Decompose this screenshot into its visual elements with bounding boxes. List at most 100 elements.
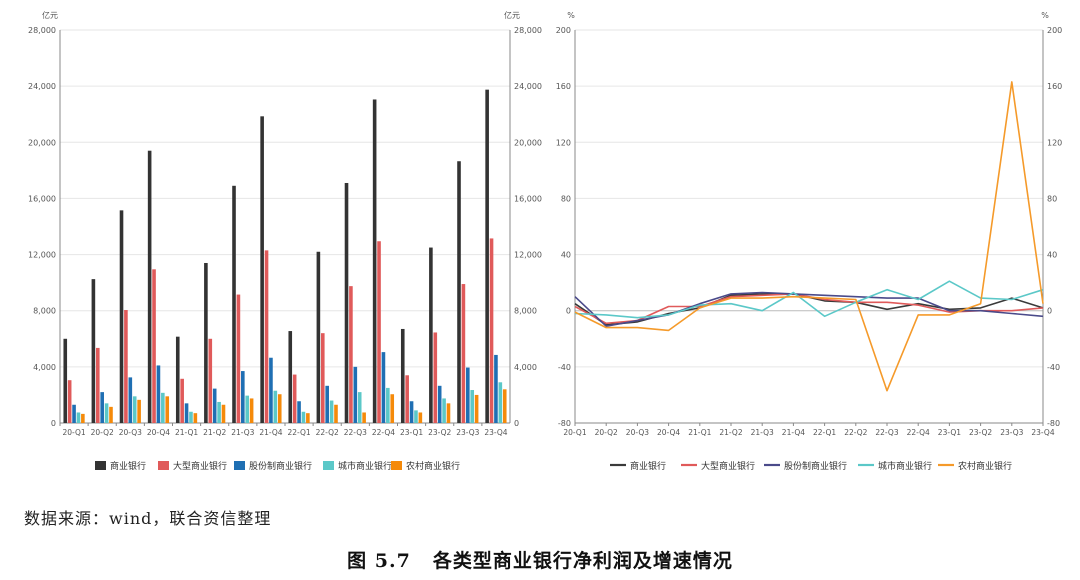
legend-label: 股份制商业银行 [784,460,847,472]
bar-1 [372,99,377,424]
legend-label: 农村商业银行 [958,460,1012,472]
figure-number: 图 5.7 [347,550,411,572]
bar-3 [269,357,273,423]
bar-1 [147,150,152,423]
x-tick-label: 23-Q1 [400,428,423,437]
bar-4 [329,400,334,423]
x-tick-label: 21-Q1 [688,428,711,437]
bar-4 [104,403,109,423]
y-tick-label-right: 24,000 [514,82,542,91]
x-tick-label: 23-Q3 [456,428,479,437]
legend-label: 大型商业银行 [701,460,755,472]
y-tick-label-left: 20,000 [28,138,56,147]
bar-3 [128,377,133,423]
y-tick-label-left: 120 [556,138,571,147]
bar-2 [208,338,213,423]
legend-label: 商业银行 [630,460,666,472]
x-tick-label: 22-Q3 [875,428,898,437]
x-tick-label: 20-Q2 [91,428,114,437]
y-tick-label-left: 160 [556,82,571,91]
bar-5 [109,406,113,423]
x-tick-label: 20-Q3 [119,428,142,437]
bar-2 [264,250,269,423]
bar-2 [124,310,128,423]
y-tick-label-right: 120 [1047,138,1062,147]
x-tick-label: 20-Q4 [147,428,170,437]
bar-2 [180,378,184,423]
y-tick-label-right: 0 [514,419,519,428]
y-unit-label-left: % [567,11,575,20]
x-tick-label: 22-Q4 [907,428,930,437]
bar-3 [212,388,217,423]
bar-4 [442,398,446,423]
bar-4 [470,390,475,423]
x-tick-label: 22-Q3 [344,428,367,437]
y-tick-label-right: 200 [1047,26,1062,35]
y-tick-label-right: 28,000 [514,26,542,35]
bar-1 [63,338,68,423]
x-tick-label: 20-Q4 [657,428,680,437]
x-tick-label: 21-Q3 [751,428,774,437]
legend-swatch [158,461,169,470]
bar-5 [306,413,310,423]
y-tick-label-right: 20,000 [514,138,542,147]
bar-1 [485,89,489,423]
y-tick-label-right: 4,000 [514,363,537,372]
bar-1 [288,331,293,423]
bar-3 [409,401,414,423]
y-tick-label-right: 160 [1047,82,1062,91]
legend-swatch [391,461,402,470]
legend-label: 农村商业银行 [406,460,460,472]
bar-2 [489,238,494,423]
net-profit-bar-chart: 0 0 4,000 4,000 8,000 8,000 12,000 12,000 16,000… [28,10,542,472]
bar-3 [297,401,301,423]
bar-1 [91,279,96,423]
x-tick-label: 21-Q4 [782,428,805,437]
x-tick-label: 23-Q4 [1031,428,1054,437]
bar-1 [119,210,124,423]
y-tick-label-right: 8,000 [514,307,537,316]
x-tick-label: 20-Q1 [563,428,586,437]
y-tick-label-left: -40 [558,363,571,372]
bar-3 [381,352,386,423]
x-tick-label: 21-Q3 [231,428,254,437]
bar-4 [161,392,165,423]
bar-3 [466,367,470,423]
bar-2 [95,347,100,423]
bar-5 [249,398,254,423]
bar-5 [193,413,198,423]
bar-5 [390,394,395,423]
bar-5 [334,404,338,423]
series-line-3 [574,291,1044,328]
bar-2 [461,284,466,423]
x-tick-label: 22-Q2 [844,428,867,437]
bar-3 [494,354,498,423]
bar-4 [189,411,193,423]
series-line-4 [574,280,1044,319]
y-tick-label-left: -80 [558,419,571,428]
y-tick-label-left: 0 [51,419,56,428]
bar-2 [236,294,241,423]
bar-2 [405,375,409,423]
bar-1 [232,185,236,423]
bar-2 [349,286,353,423]
y-tick-label-left: 0 [566,307,571,316]
bar-5 [81,413,85,423]
y-tick-label-right: 12,000 [514,251,542,260]
bar-5 [362,412,366,423]
y-tick-label-right: 0 [1047,307,1052,316]
bar-1 [204,262,208,423]
y-tick-label-left: 200 [556,26,571,35]
bar-4 [245,395,250,423]
legend-label: 股份制商业银行 [249,460,312,472]
legend-label: 城市商业银行 [878,460,932,472]
bar-1 [344,182,349,423]
bar-5 [446,403,451,423]
y-tick-label-left: 24,000 [28,82,56,91]
y-tick-label-left: 16,000 [28,194,56,203]
bar-2 [152,269,156,423]
legend-label: 城市商业银行 [338,460,392,472]
bar-2 [433,332,438,423]
bar-1 [429,247,433,423]
series-line-5 [574,81,1044,392]
